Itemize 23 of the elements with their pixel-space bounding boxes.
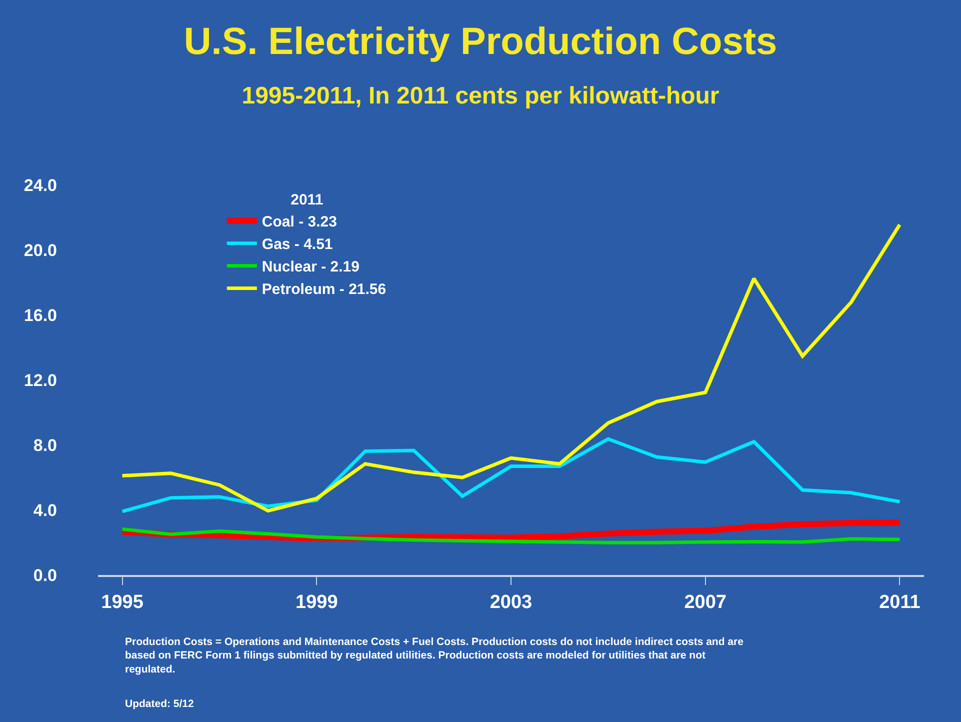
text: Updated: 5/12 [125, 698, 194, 710]
y-tick-label: 4.0 [33, 500, 57, 520]
y-tick-label: 8.0 [33, 436, 57, 455]
text: Production Costs = Operations and Maintenance Costs + Fuel Costs. Production costs do not include indirect costs and are based on FERC Form 1 filings submitted by regulated utilities. Production costs are modeled for utilities that are not regulated. [125, 636, 744, 676]
x-tick-label: 2007 [684, 592, 726, 613]
y-tick-label: 16.0 [24, 306, 57, 325]
legend-label: Petroleum - 21.56 [262, 281, 386, 298]
legend-label: Coal - 3.23 [262, 214, 337, 231]
y-tick-label: 20.0 [24, 240, 57, 260]
y-tick-label: 12.0 [24, 370, 57, 390]
legend-label: Gas - 4.51 [262, 236, 333, 254]
x-tick-label: 1995 [101, 592, 144, 613]
line-series [120, 437, 902, 514]
chart-subtitle: 1995-2011, In 2011 cents per kilowatt-hour [242, 82, 720, 110]
x-tick-label: 2003 [490, 592, 532, 613]
y-tick-label: 24.0 [24, 176, 57, 195]
y-tick-label: 0.0 [33, 566, 57, 585]
line-series [120, 527, 902, 544]
x-tick-label: 2011 [879, 592, 921, 613]
legend-title: 2011 [290, 192, 324, 208]
chart-title: U.S. Electricity Production Costs [184, 21, 778, 64]
legend-label: Nuclear - 2.19 [262, 258, 360, 276]
x-tick-label: 1999 [296, 592, 338, 613]
